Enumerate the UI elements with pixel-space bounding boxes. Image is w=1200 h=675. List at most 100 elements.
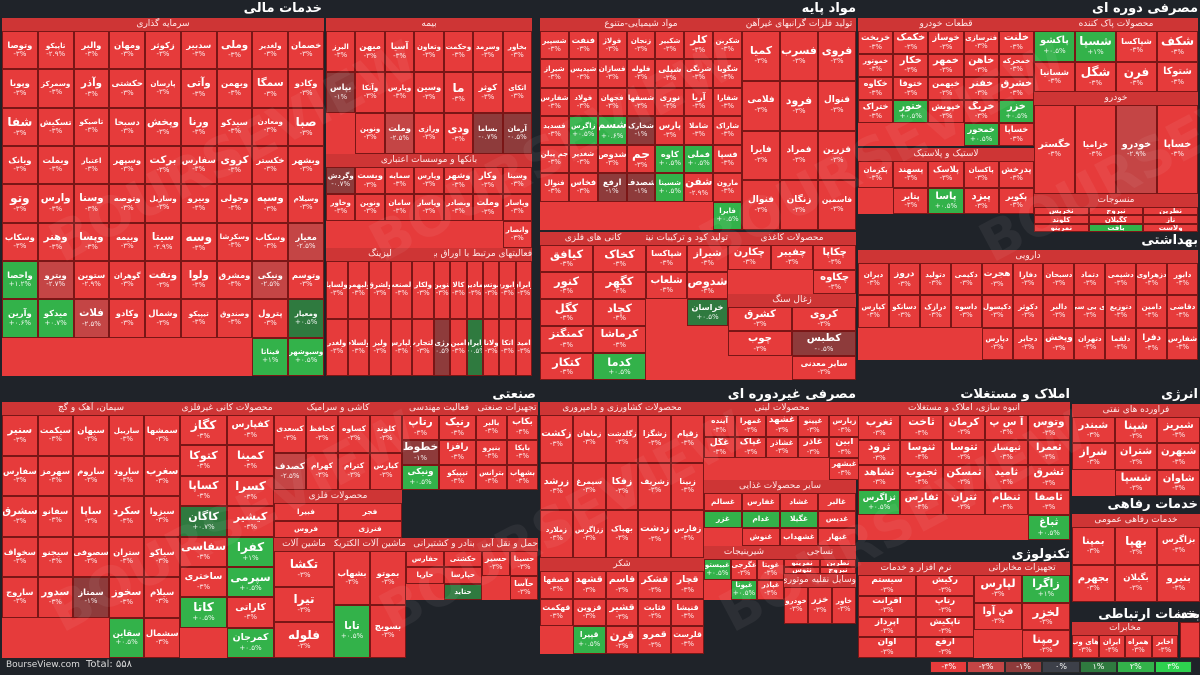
- stock-cell[interactable]: کاراتی -۳%: [227, 597, 274, 628]
- stock-cell[interactable]: وآذر -۳%: [73, 69, 110, 108]
- stock-cell[interactable]: کتکار -۳%: [540, 353, 593, 380]
- stock-cell[interactable]: خپویش -۳%: [928, 100, 964, 123]
- stock-cell[interactable]: وسینا -۳%: [502, 167, 532, 194]
- stock-cell[interactable]: خریگ -۳%: [963, 100, 999, 123]
- stock-cell[interactable]: خریخت -۳%: [858, 31, 894, 54]
- stock-cell[interactable]: حتاید: [444, 583, 482, 600]
- stock-cell[interactable]: پیزد -۳%: [963, 187, 999, 214]
- stock-cell[interactable]: ورنا -۳%: [180, 107, 217, 146]
- stock-cell[interactable]: پارس -۳%: [655, 116, 685, 145]
- stock-cell[interactable]: وحکمت -۳%: [443, 31, 474, 72]
- stock-cell[interactable]: سخواف -۳%: [2, 536, 38, 577]
- stock-cell[interactable]: شفا -۳%: [2, 107, 38, 146]
- stock-cell[interactable]: ززاگرس -۳%: [572, 510, 606, 558]
- stock-cell[interactable]: کگاز -۳%: [180, 415, 227, 446]
- stock-cell[interactable]: خصمان -۳%: [288, 31, 324, 70]
- stock-cell[interactable]: دشیمی -۳%: [1105, 263, 1137, 296]
- stock-cell[interactable]: کالا -۳%: [450, 261, 467, 319]
- stock-cell[interactable]: دیران -۳%: [858, 263, 889, 296]
- stock-cell[interactable]: چفیبر -۳%: [770, 245, 814, 270]
- stock-cell[interactable]: غالبر: [818, 493, 856, 511]
- stock-cell[interactable]: آینده -۳%: [704, 415, 736, 437]
- stock-cell[interactable]: شدوص -۳%: [597, 144, 627, 174]
- stock-cell[interactable]: وانصار -۳%: [502, 221, 532, 248]
- stock-cell[interactable]: بایکا -۳%: [507, 440, 538, 465]
- stock-cell[interactable]: شکف -۳%: [1157, 31, 1198, 62]
- stock-cell[interactable]: ولوا -۳%: [180, 261, 217, 300]
- stock-cell[interactable]: شسپا -۳%: [1114, 469, 1158, 496]
- stock-cell[interactable]: ومهان -۳%: [109, 31, 146, 70]
- stock-cell[interactable]: خودرو -۳%: [784, 587, 808, 624]
- stock-cell[interactable]: دسبحا -۳%: [109, 107, 146, 146]
- stock-cell[interactable]: فسپا -۳%: [713, 144, 742, 174]
- stock-cell[interactable]: کوثر -۳%: [473, 72, 503, 113]
- stock-cell[interactable]: سبهان -۳%: [73, 415, 109, 456]
- stock-cell[interactable]: سقاین +۰.۵%: [108, 617, 145, 658]
- stock-cell[interactable]: دتولید -۳%: [919, 263, 951, 296]
- stock-cell[interactable]: قاسم -۳%: [605, 571, 639, 599]
- stock-cell[interactable]: سفانو -۳%: [37, 496, 74, 537]
- stock-cell[interactable]: ولاست: [1143, 223, 1198, 232]
- stock-cell[interactable]: پسهند -۳%: [893, 161, 929, 188]
- stock-cell[interactable]: ثباغ +۰.۵%: [1027, 515, 1070, 540]
- stock-cell[interactable]: افرانت -۳%: [858, 595, 916, 617]
- stock-cell[interactable]: تکشا -۳%: [274, 551, 334, 587]
- stock-cell[interactable]: ونوین -۳%: [355, 113, 385, 154]
- stock-cell[interactable]: شسپا +۱%: [1075, 31, 1116, 62]
- stock-cell[interactable]: وسه -۳%: [180, 222, 217, 261]
- stock-cell[interactable]: سمگا -۳%: [252, 69, 289, 108]
- stock-cell[interactable]: نوری -۳%: [655, 87, 685, 117]
- stock-cell[interactable]: غگیلا: [780, 510, 818, 529]
- stock-cell[interactable]: ثمادین-۳%: [466, 261, 483, 319]
- stock-cell[interactable]: دسبحان -۳%: [1043, 263, 1075, 296]
- stock-cell[interactable]: سدبیر -۳%: [180, 31, 217, 70]
- stock-cell[interactable]: خمهر -۳%: [928, 54, 964, 77]
- stock-cell[interactable]: کیارس -۳%: [370, 452, 402, 490]
- stock-cell[interactable]: فجر: [338, 503, 402, 521]
- stock-cell[interactable]: وپارس -۳%: [384, 72, 415, 113]
- stock-cell[interactable]: بترانس -۳%: [476, 465, 507, 490]
- stock-cell[interactable]: زشگزا -۳%: [638, 415, 672, 463]
- stock-cell[interactable]: پاکشو +۰.۵%: [1034, 31, 1075, 62]
- stock-cell[interactable]: زیارس -۳%: [828, 415, 860, 437]
- stock-cell[interactable]: زقیام -۳%: [671, 415, 704, 463]
- stock-cell[interactable]: فسازان -۳%: [597, 59, 627, 88]
- stock-cell[interactable]: شیراز -۳%: [687, 245, 728, 272]
- stock-cell[interactable]: قرن -۳%: [605, 626, 639, 654]
- stock-cell[interactable]: فلوله -۳%: [626, 59, 656, 88]
- stock-cell[interactable]: ثشرق -۳%: [1027, 465, 1070, 490]
- stock-cell[interactable]: کگل -۳%: [540, 299, 593, 326]
- stock-cell[interactable]: فنوال -۳%: [540, 173, 569, 202]
- stock-cell[interactable]: قنیشا -۳%: [671, 598, 704, 627]
- stock-cell[interactable]: فولاد -۳%: [568, 87, 598, 117]
- stock-cell[interactable]: شاوان -۳%: [1157, 469, 1200, 496]
- stock-cell[interactable]: شفارا -۳%: [713, 87, 742, 117]
- stock-cell[interactable]: زاگرا +۱%: [1022, 575, 1070, 603]
- stock-cell[interactable]: وآتی -۳%: [180, 69, 217, 108]
- stock-cell[interactable]: کخاک -۳%: [593, 245, 646, 272]
- stock-cell[interactable]: شتوکا -۳%: [1157, 61, 1198, 92]
- stock-cell[interactable]: غیوتا +۰.۵%: [730, 579, 758, 600]
- stock-cell[interactable]: بنیرو -۳%: [476, 440, 507, 465]
- stock-cell[interactable]: ثعمرا -۳%: [1027, 440, 1070, 465]
- stock-cell[interactable]: قزوین -۳%: [572, 598, 606, 627]
- stock-cell[interactable]: کگهر -۳%: [593, 272, 646, 299]
- stock-cell[interactable]: ساروم -۳%: [73, 455, 109, 496]
- stock-cell[interactable]: گوهران -۳%: [109, 261, 146, 300]
- stock-cell[interactable]: سغرب -۳%: [144, 455, 180, 496]
- stock-cell[interactable]: کمینا -۳%: [227, 445, 274, 476]
- stock-cell[interactable]: ودی -۳%: [443, 113, 474, 154]
- stock-cell[interactable]: وسپه -۳%: [252, 184, 289, 223]
- stock-cell[interactable]: وسین -۳%: [414, 72, 444, 113]
- stock-cell[interactable]: وپارس -۳%: [414, 167, 444, 194]
- stock-cell[interactable]: جم پیلن -۳%: [540, 144, 569, 174]
- stock-cell[interactable]: سایر معدنی -۳%: [792, 355, 856, 380]
- stock-cell[interactable]: سیمرغ -۳%: [572, 462, 606, 511]
- stock-cell[interactable]: بپاس -۱%: [326, 72, 356, 113]
- stock-cell[interactable]: غمهرا -۳%: [735, 415, 767, 437]
- stock-cell[interactable]: ساپا -۳%: [73, 496, 109, 537]
- stock-cell[interactable]: لخزر -۳%: [1022, 602, 1070, 631]
- stock-cell[interactable]: قشکر -۳%: [638, 571, 672, 599]
- stock-cell[interactable]: چکارن -۳%: [728, 245, 771, 270]
- stock-cell[interactable]: بافت: [1088, 223, 1144, 232]
